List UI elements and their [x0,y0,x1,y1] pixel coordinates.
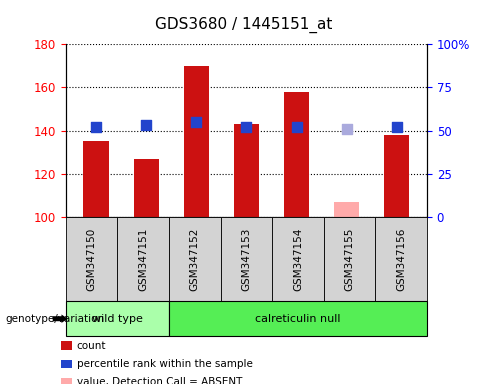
Text: value, Detection Call = ABSENT: value, Detection Call = ABSENT [77,377,242,384]
Text: GSM347151: GSM347151 [138,227,148,291]
Text: GSM347156: GSM347156 [396,227,406,291]
Text: GSM347154: GSM347154 [293,227,303,291]
Bar [234,124,259,217]
Text: genotype/variation: genotype/variation [5,314,104,324]
Point [92,124,100,130]
Text: wild type: wild type [92,314,143,324]
Text: GSM347153: GSM347153 [242,227,251,291]
Point [192,119,200,125]
Point [243,124,250,130]
Point [343,126,351,132]
Point [293,124,301,130]
Bar [184,66,209,217]
Text: percentile rank within the sample: percentile rank within the sample [77,359,252,369]
Bar [83,141,108,217]
Bar [334,202,359,217]
Text: GSM347152: GSM347152 [190,227,200,291]
Text: GDS3680 / 1445151_at: GDS3680 / 1445151_at [155,17,333,33]
Bar [134,159,159,217]
Text: GSM347155: GSM347155 [345,227,355,291]
Point [393,124,401,130]
Text: calreticulin null: calreticulin null [255,314,341,324]
Text: GSM347150: GSM347150 [87,228,97,291]
Point [142,122,150,128]
Bar [385,135,409,217]
Text: count: count [77,341,106,351]
Bar [284,92,309,217]
